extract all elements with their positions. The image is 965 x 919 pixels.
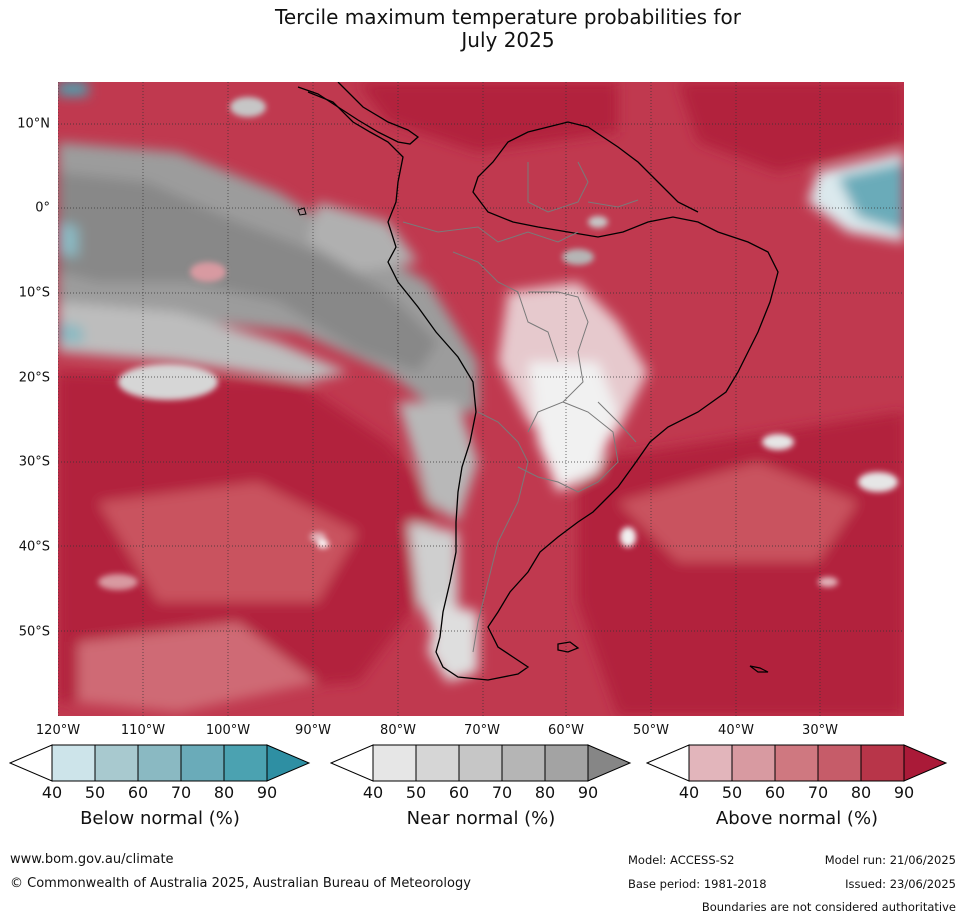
- lon-label-30w: 30°W: [802, 723, 838, 738]
- title-line-1: Tercile maximum temperature probabilitie…: [275, 5, 741, 29]
- legend-below-tick: 40: [41, 783, 63, 802]
- legend-above-colorbar: [646, 744, 948, 782]
- legend-below-swatch-5: [223, 744, 268, 782]
- model-name: Model: ACCESS-S2: [628, 853, 735, 867]
- graticule: [58, 82, 904, 716]
- lon-label-90w: 90°W: [295, 723, 331, 738]
- legend-above-title: Above normal (%): [715, 808, 879, 829]
- legend-below-swatch-2: [94, 744, 139, 782]
- legend-above-swatch-6: [903, 744, 948, 782]
- legend-near-tick: 70: [491, 783, 513, 802]
- legend-near-tick: 60: [448, 783, 470, 802]
- legend-above-swatch-4: [817, 744, 862, 782]
- legend-near-title: Near normal (%): [406, 808, 556, 829]
- copyright-text: © Commonwealth of Australia 2025, Austra…: [10, 876, 471, 891]
- legend-near-tick: 40: [362, 783, 384, 802]
- legend-near-swatch-4: [501, 744, 546, 782]
- legend-below-swatch-0: [9, 744, 53, 782]
- legend-above-swatch-5: [860, 744, 905, 782]
- lon-label-120w: 120°W: [35, 723, 81, 738]
- lon-label-110w: 110°W: [120, 723, 166, 738]
- legend-above-tick: 50: [721, 783, 743, 802]
- legend-above-normal: [646, 744, 948, 782]
- legend-below-title: Below normal (%): [80, 808, 240, 829]
- lat-label-40s: 40°S: [18, 539, 50, 555]
- legend-below-colorbar: [9, 744, 311, 782]
- probability-fields: [58, 82, 904, 716]
- legend-near-swatch-5: [544, 744, 589, 782]
- legend-above-swatch-2: [731, 744, 776, 782]
- model-run-date: Model run: 21/06/2025: [824, 853, 956, 867]
- lat-label-20s: 20°S: [18, 370, 50, 386]
- country-borders: [402, 161, 639, 653]
- legend-below-tick: 60: [127, 783, 149, 802]
- lon-label-60w: 60°W: [548, 723, 584, 738]
- probability-map: [58, 82, 904, 716]
- legend-near-swatch-3: [458, 744, 503, 782]
- legend-below-tick: 70: [170, 783, 192, 802]
- legend-near-swatch-1: [372, 744, 417, 782]
- lat-label-30s: 30°S: [18, 454, 50, 470]
- legend-above-tick: 70: [807, 783, 829, 802]
- lat-label-0: 0°: [35, 200, 50, 216]
- map-title: Tercile maximum temperature probabilitie…: [0, 6, 965, 52]
- legend-above-tick: 40: [678, 783, 700, 802]
- legend-above-swatch-3: [774, 744, 819, 782]
- legend-near-colorbar: [330, 744, 632, 782]
- galapagos-islands: [297, 207, 307, 216]
- lon-label-70w: 70°W: [464, 723, 500, 738]
- central-america-coast: [297, 82, 420, 145]
- legend-below-swatch-1: [51, 744, 96, 782]
- legend-near-swatch-6: [587, 744, 632, 782]
- lat-label-10n: 10°N: [17, 116, 50, 132]
- issued-date: Issued: 23/06/2025: [845, 877, 956, 891]
- lon-label-40w: 40°W: [718, 723, 754, 738]
- legend-near-swatch-2: [415, 744, 460, 782]
- lat-label-10s: 10°S: [18, 285, 50, 301]
- legend-near-tick: 50: [405, 783, 427, 802]
- falkland-islands: [557, 641, 580, 653]
- lon-label-80w: 80°W: [380, 723, 416, 738]
- legend-above-tick: 90: [893, 783, 915, 802]
- legend-below-swatch-6: [266, 744, 311, 782]
- legend-above-tick: 60: [764, 783, 786, 802]
- website-link[interactable]: www.bom.gov.au/climate: [10, 852, 174, 867]
- legend-near-tick: 80: [534, 783, 556, 802]
- lat-label-50s: 50°S: [18, 624, 50, 640]
- south-georgia: [749, 665, 769, 673]
- legend-near-normal: [330, 744, 632, 782]
- legend-above-swatch-1: [688, 744, 733, 782]
- legend-below-tick: 80: [213, 783, 235, 802]
- legend-near-swatch-0: [330, 744, 374, 782]
- legend-above-tick: 80: [850, 783, 872, 802]
- legend-below-normal: [9, 744, 311, 782]
- legend-below-tick: 50: [84, 783, 106, 802]
- coastline: [307, 91, 779, 681]
- legend-below-tick: 90: [256, 783, 278, 802]
- title-line-2: July 2025: [461, 28, 555, 52]
- legend-near-tick: 90: [577, 783, 599, 802]
- boundaries-disclaimer: Boundaries are not considered authoritat…: [701, 900, 956, 914]
- legend-above-swatch-0: [646, 744, 690, 782]
- lon-label-100w: 100°W: [205, 723, 251, 738]
- base-period: Base period: 1981-2018: [628, 877, 767, 891]
- lon-label-50w: 50°W: [633, 723, 669, 738]
- legend-below-swatch-3: [137, 744, 182, 782]
- map-svg: [58, 82, 904, 716]
- legend-below-swatch-4: [180, 744, 225, 782]
